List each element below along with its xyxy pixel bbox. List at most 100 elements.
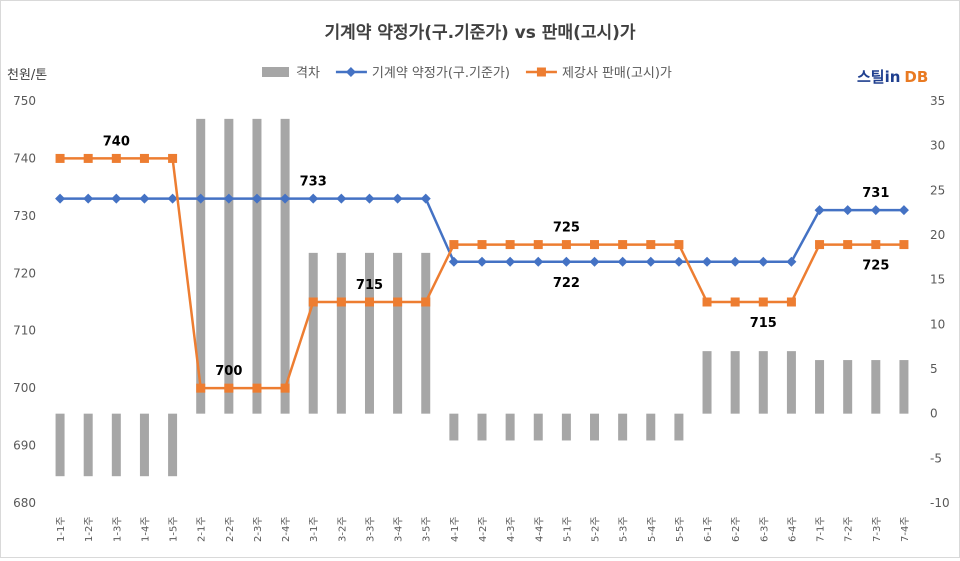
line-base-price bbox=[60, 197, 904, 264]
marker-base-price bbox=[898, 205, 909, 216]
marker-base-price bbox=[645, 256, 656, 267]
bar-gap bbox=[505, 413, 515, 441]
x-tick-label: 2-2주 bbox=[225, 516, 236, 542]
legend: 격차 기계약 약정가(구.기준가) 제강사 판매(고시)가 bbox=[262, 66, 672, 81]
bar-gap bbox=[336, 252, 346, 414]
bar-gap bbox=[421, 252, 431, 414]
legend-label: 격차 bbox=[296, 66, 320, 81]
marker-sale-price bbox=[280, 383, 290, 393]
marker-sale-price bbox=[55, 153, 65, 163]
x-tick-label: 5-1주 bbox=[562, 516, 573, 542]
bar-gap bbox=[786, 351, 796, 414]
x-tick-label: 7-1주 bbox=[816, 516, 827, 542]
x-tick-label: 7-4주 bbox=[900, 516, 911, 542]
x-tick-label: 6-4주 bbox=[787, 516, 798, 542]
x-tick-label: 6-3주 bbox=[759, 516, 770, 542]
y-right-tick-label: 5 bbox=[930, 362, 938, 376]
x-tick-label: 5-4주 bbox=[647, 516, 658, 542]
marker-sale-price bbox=[421, 297, 431, 307]
bar-gap bbox=[139, 413, 149, 477]
bar-gap bbox=[758, 351, 768, 414]
marker-sale-price bbox=[871, 240, 881, 250]
data-label: 700 bbox=[215, 364, 242, 379]
y-left-tick-label: 720 bbox=[13, 266, 36, 280]
marker-base-price bbox=[167, 193, 178, 204]
bar-gap bbox=[111, 413, 121, 477]
marker-sale-price bbox=[590, 240, 600, 250]
y-right-tick-label: 30 bbox=[930, 139, 945, 153]
bar-gap bbox=[815, 360, 825, 414]
marker-base-price bbox=[55, 193, 66, 204]
marker-base-price bbox=[223, 193, 234, 204]
marker-base-price bbox=[730, 256, 741, 267]
marker-base-price bbox=[589, 256, 600, 267]
legend-marker bbox=[345, 67, 356, 77]
bar-gap bbox=[674, 413, 684, 441]
marker-sale-price bbox=[364, 297, 374, 307]
x-tick-label: 5-2주 bbox=[591, 516, 602, 542]
marker-base-price bbox=[561, 256, 572, 267]
marker-base-price bbox=[505, 256, 516, 267]
brand-part1: 스틸in bbox=[857, 68, 900, 86]
marker-sale-price bbox=[308, 297, 318, 307]
marker-base-price bbox=[251, 193, 262, 204]
marker-base-price bbox=[477, 256, 487, 267]
marker-sale-price bbox=[843, 240, 853, 250]
y-left-tick-label: 700 bbox=[13, 381, 36, 395]
y-left-tick-label: 740 bbox=[13, 151, 36, 165]
x-tick-label: 6-2주 bbox=[731, 516, 742, 542]
line-series bbox=[55, 153, 909, 393]
data-label: 715 bbox=[356, 278, 383, 293]
marker-base-price bbox=[308, 193, 319, 204]
x-tick-label: 7-3주 bbox=[872, 516, 883, 542]
y-left-tick-label: 690 bbox=[13, 439, 36, 453]
bar-gap bbox=[533, 413, 543, 441]
data-label: 733 bbox=[300, 175, 327, 190]
marker-sale-price bbox=[224, 383, 234, 393]
bar-gap bbox=[364, 252, 374, 414]
bar-gap bbox=[168, 413, 178, 477]
x-tick-label: 3-4주 bbox=[394, 516, 405, 542]
marker-sale-price bbox=[899, 240, 909, 250]
marker-sale-price bbox=[505, 240, 515, 250]
data-label: 740 bbox=[103, 134, 130, 149]
bar-gap bbox=[702, 351, 712, 414]
x-tick-label: 3-5주 bbox=[422, 516, 433, 542]
y-left-tick-label: 680 bbox=[13, 496, 36, 510]
marker-base-price bbox=[364, 193, 375, 204]
y-right-tick-label: 20 bbox=[930, 228, 945, 242]
marker-sale-price bbox=[758, 297, 768, 307]
x-tick-label: 4-2주 bbox=[478, 516, 489, 542]
data-label: 725 bbox=[553, 221, 580, 236]
y-right-tick-label: 15 bbox=[930, 273, 945, 287]
x-tick-label: 4-4주 bbox=[534, 516, 545, 542]
bar-gap bbox=[899, 360, 909, 414]
marker-base-price bbox=[702, 256, 713, 267]
marker-base-price bbox=[758, 256, 769, 267]
bar-gap bbox=[449, 413, 459, 441]
bar-gap bbox=[730, 351, 740, 414]
legend-label: 제강사 판매(고시)가 bbox=[562, 66, 672, 81]
marker-base-price bbox=[448, 256, 459, 267]
x-tick-label: 1-5주 bbox=[169, 516, 180, 542]
marker-base-price bbox=[814, 205, 825, 216]
marker-sale-price bbox=[702, 297, 712, 307]
y-right-tick-label: -5 bbox=[930, 451, 942, 465]
marker-sale-price bbox=[533, 240, 543, 250]
marker-sale-price bbox=[730, 297, 740, 307]
marker-base-price bbox=[786, 256, 797, 267]
marker-base-price bbox=[392, 193, 403, 204]
x-tick-label: 3-2주 bbox=[337, 516, 348, 542]
legend-swatch-bar bbox=[262, 67, 289, 77]
marker-sale-price bbox=[196, 383, 206, 393]
marker-base-price bbox=[195, 193, 206, 204]
y-left-tick-label: 730 bbox=[13, 209, 36, 223]
legend-label: 기계약 약정가(구.기준가) bbox=[372, 66, 510, 81]
bar-series bbox=[55, 118, 909, 477]
marker-sale-price bbox=[168, 153, 178, 163]
x-tick-label: 2-4주 bbox=[281, 516, 292, 542]
bar-gap bbox=[561, 413, 571, 441]
